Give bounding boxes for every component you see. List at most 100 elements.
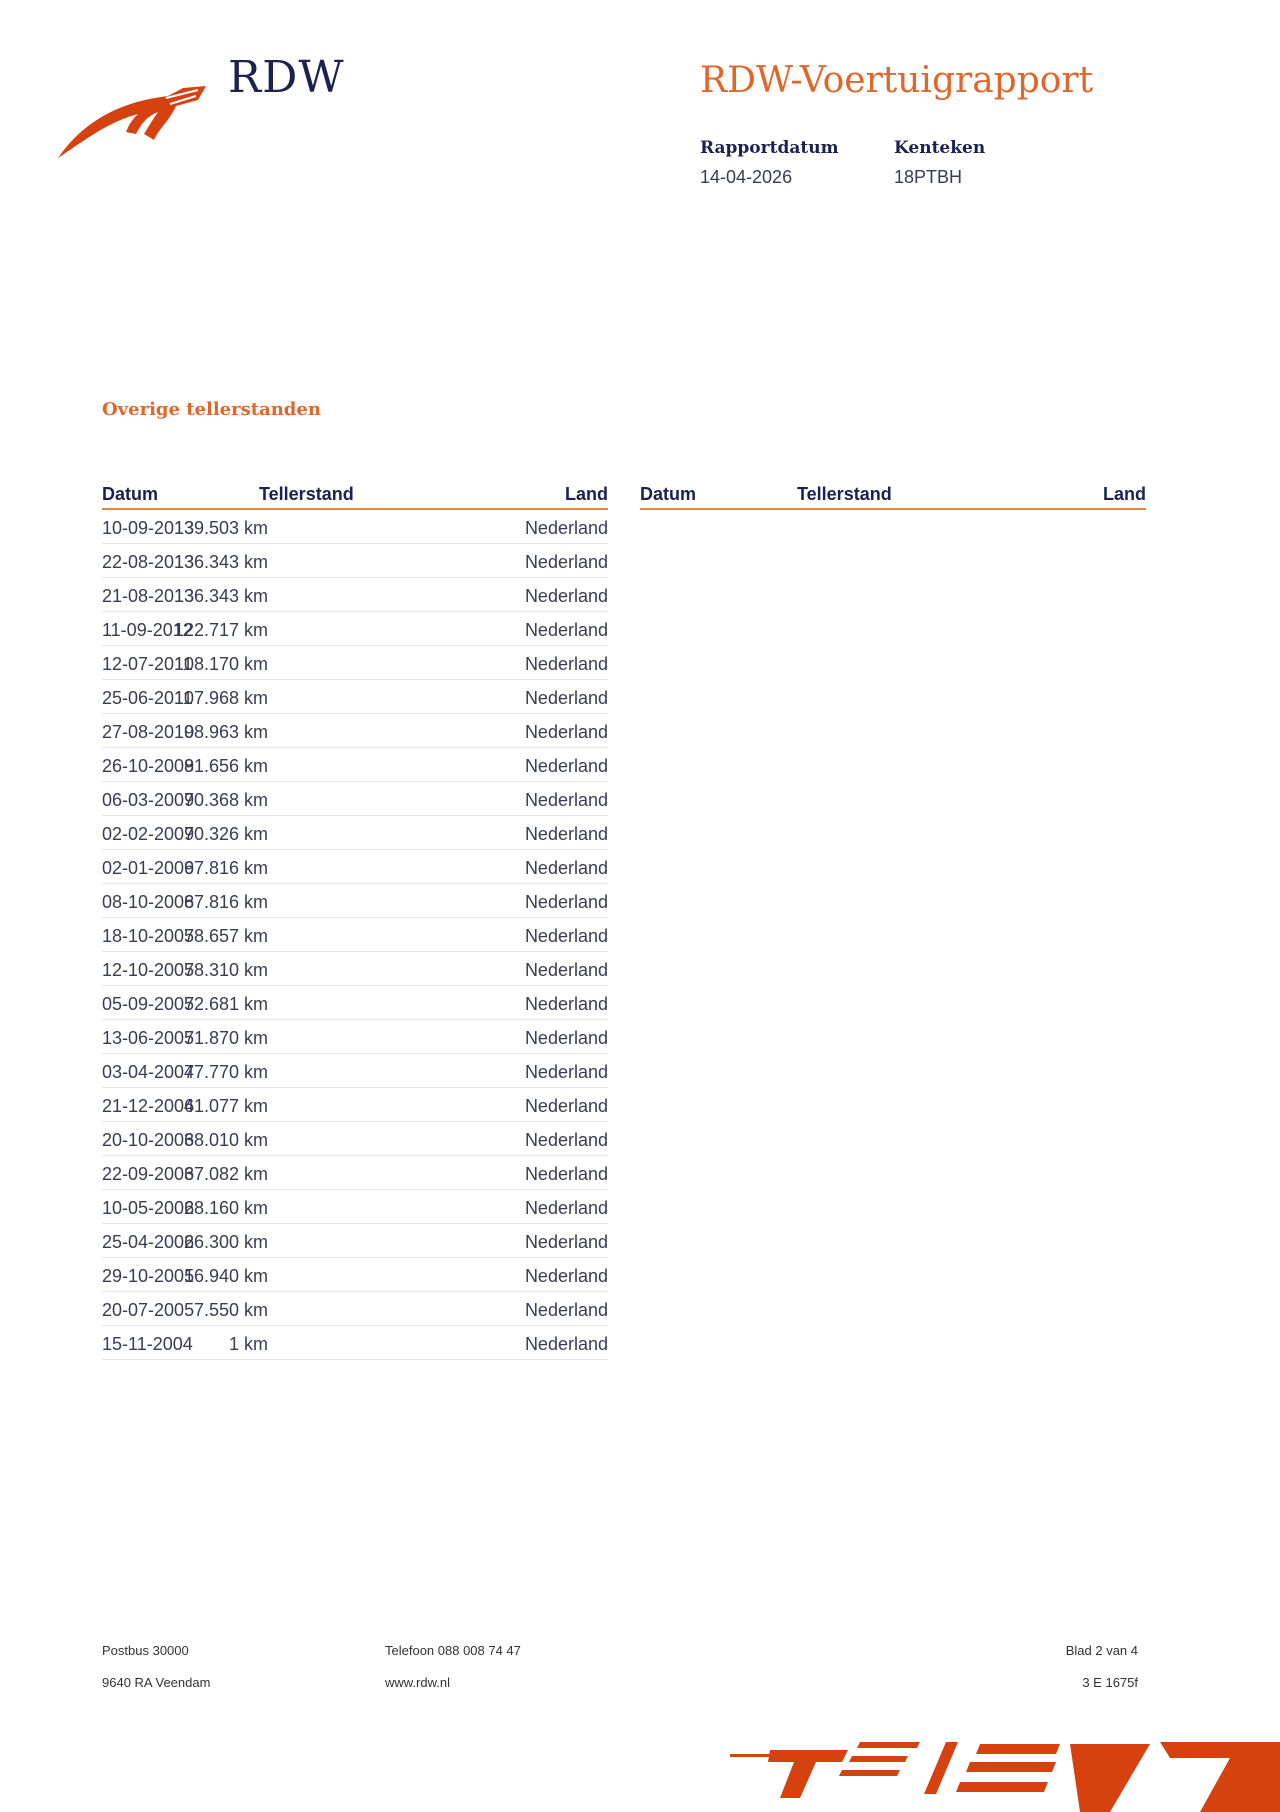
cell-datum: 22-09-2006 bbox=[102, 1164, 195, 1184]
cell-datum: 13-06-2007 bbox=[102, 1028, 195, 1048]
cell-land: Nederland bbox=[524, 586, 608, 606]
column-datum: Datum bbox=[640, 484, 697, 504]
table-row: 11-09-2012 122.717 km Nederland bbox=[102, 612, 608, 646]
cell-datum: 29-10-2005 bbox=[102, 1266, 195, 1286]
cell-tellerstand: 67.816 km bbox=[183, 858, 268, 878]
plate-value: 18PTBH bbox=[894, 167, 963, 187]
logo-text: RDW bbox=[228, 52, 345, 103]
cell-datum: 11-09-2012 bbox=[102, 620, 193, 640]
cell-tellerstand: 41.077 km bbox=[183, 1096, 268, 1116]
cell-tellerstand: 67.816 km bbox=[183, 892, 268, 912]
table-row: 02-02-2009 70.326 km Nederland bbox=[102, 816, 608, 850]
cell-datum: 27-08-2010 bbox=[102, 722, 195, 742]
odometer-table-left: Datum Tellerstand Land 10-09-2013 139.503… bbox=[102, 484, 608, 1360]
cell-tellerstand: 38.010 km bbox=[183, 1130, 268, 1150]
cell-land: Nederland bbox=[524, 1300, 608, 1320]
cell-tellerstand: 139.503 km bbox=[173, 518, 268, 538]
cell-land: Nederland bbox=[524, 994, 608, 1014]
cell-tellerstand: 47.770 km bbox=[183, 1062, 268, 1082]
cell-datum: 18-10-2007 bbox=[102, 926, 195, 946]
cell-datum: 10-09-2013 bbox=[102, 518, 195, 538]
cell-land: Nederland bbox=[524, 518, 608, 538]
cell-tellerstand: 81.656 km bbox=[183, 756, 268, 776]
cell-land: Nederland bbox=[524, 1130, 608, 1150]
table-row: 10-05-2006 28.160 km Nederland bbox=[102, 1190, 608, 1224]
rdw-stripes-decoration-icon bbox=[730, 1742, 1280, 1812]
cell-datum: 22-08-2013 bbox=[102, 552, 195, 572]
plate-label: Kenteken bbox=[894, 138, 986, 158]
cell-tellerstand: 70.368 km bbox=[183, 790, 268, 810]
cell-tellerstand: 1 km bbox=[228, 1334, 268, 1354]
cell-datum: 12-07-2011 bbox=[102, 654, 193, 674]
table-row: 26-10-2009 81.656 km Nederland bbox=[102, 748, 608, 782]
cell-tellerstand: 58.657 km bbox=[183, 926, 268, 946]
cell-datum: 20-07-2005 bbox=[102, 1300, 195, 1320]
cell-tellerstand: 37.082 km bbox=[183, 1164, 268, 1184]
table-row: 21-08-2013 136.343 km Nederland bbox=[102, 578, 608, 612]
cell-datum: 25-04-2006 bbox=[102, 1232, 195, 1252]
cell-land: Nederland bbox=[524, 1028, 608, 1048]
column-tellerstand: Tellerstand bbox=[259, 484, 354, 504]
rdw-logo-icon bbox=[58, 86, 206, 158]
cell-tellerstand: 107.968 km bbox=[173, 688, 268, 708]
cell-tellerstand: 16.940 km bbox=[183, 1266, 268, 1286]
table-row: 15-11-2004 1 km Nederland bbox=[102, 1326, 608, 1360]
cell-datum: 10-05-2006 bbox=[102, 1198, 195, 1218]
column-land: Land bbox=[1103, 484, 1146, 504]
table-header: Datum Tellerstand Land bbox=[102, 484, 608, 510]
cell-tellerstand: 51.870 km bbox=[183, 1028, 268, 1048]
cell-datum: 25-06-2011 bbox=[102, 688, 193, 708]
table-row: 25-06-2011 107.968 km Nederland bbox=[102, 680, 608, 714]
footer-code: 3 E 1675f bbox=[1082, 1675, 1138, 1690]
table-row: 20-07-2005 7.550 km Nederland bbox=[102, 1292, 608, 1326]
table-row: 22-09-2006 37.082 km Nederland bbox=[102, 1156, 608, 1190]
cell-datum: 03-04-2007 bbox=[102, 1062, 195, 1082]
column-datum: Datum bbox=[102, 484, 159, 504]
cell-datum: 02-01-2009 bbox=[102, 858, 195, 878]
cell-land: Nederland bbox=[524, 1164, 608, 1184]
cell-land: Nederland bbox=[524, 756, 608, 776]
cell-land: Nederland bbox=[524, 654, 608, 674]
cell-land: Nederland bbox=[524, 790, 608, 810]
cell-land: Nederland bbox=[524, 1062, 608, 1082]
cell-tellerstand: 122.717 km bbox=[173, 620, 268, 640]
table-row: 05-09-2007 52.681 km Nederland bbox=[102, 986, 608, 1020]
cell-land: Nederland bbox=[524, 1096, 608, 1116]
cell-datum: 06-03-2009 bbox=[102, 790, 195, 810]
table-row: 06-03-2009 70.368 km Nederland bbox=[102, 782, 608, 816]
cell-datum: 08-10-2008 bbox=[102, 892, 195, 912]
cell-datum: 20-10-2006 bbox=[102, 1130, 195, 1150]
cell-land: Nederland bbox=[524, 1198, 608, 1218]
footer-website[interactable]: www.rdw.nl bbox=[385, 1675, 451, 1690]
footer-address-1: Postbus 30000 bbox=[102, 1643, 189, 1658]
table-row: 13-06-2007 51.870 km Nederland bbox=[102, 1020, 608, 1054]
table-row: 29-10-2005 16.940 km Nederland bbox=[102, 1258, 608, 1292]
footer-page-number: Blad 2 van 4 bbox=[1065, 1643, 1138, 1658]
cell-tellerstand: 28.160 km bbox=[183, 1198, 268, 1218]
cell-land: Nederland bbox=[524, 960, 608, 980]
table-row: 02-01-2009 67.816 km Nederland bbox=[102, 850, 608, 884]
cell-datum: 02-02-2009 bbox=[102, 824, 195, 844]
table-row: 10-09-2013 139.503 km Nederland bbox=[102, 510, 608, 544]
report-date-label: Rapportdatum bbox=[700, 138, 839, 158]
cell-datum: 21-08-2013 bbox=[102, 586, 195, 606]
cell-land: Nederland bbox=[524, 824, 608, 844]
table-row: 22-08-2013 136.343 km Nederland bbox=[102, 544, 608, 578]
table-row: 03-04-2007 47.770 km Nederland bbox=[102, 1054, 608, 1088]
cell-land: Nederland bbox=[524, 926, 608, 946]
cell-tellerstand: 26.300 km bbox=[183, 1232, 268, 1252]
cell-land: Nederland bbox=[524, 858, 608, 878]
table-header: Datum Tellerstand Land bbox=[640, 484, 1146, 510]
cell-tellerstand: 136.343 km bbox=[173, 552, 268, 572]
cell-datum: 15-11-2004 bbox=[102, 1334, 193, 1354]
table-row: 27-08-2010 98.963 km Nederland bbox=[102, 714, 608, 748]
cell-tellerstand: 58.310 km bbox=[183, 960, 268, 980]
cell-land: Nederland bbox=[524, 1266, 608, 1286]
cell-land: Nederland bbox=[524, 552, 608, 572]
table-row: 18-10-2007 58.657 km Nederland bbox=[102, 918, 608, 952]
cell-land: Nederland bbox=[524, 892, 608, 912]
odometer-table-right: Datum Tellerstand Land bbox=[640, 484, 1146, 510]
table-row: 12-10-2007 58.310 km Nederland bbox=[102, 952, 608, 986]
cell-land: Nederland bbox=[524, 688, 608, 708]
cell-tellerstand: 136.343 km bbox=[173, 586, 268, 606]
